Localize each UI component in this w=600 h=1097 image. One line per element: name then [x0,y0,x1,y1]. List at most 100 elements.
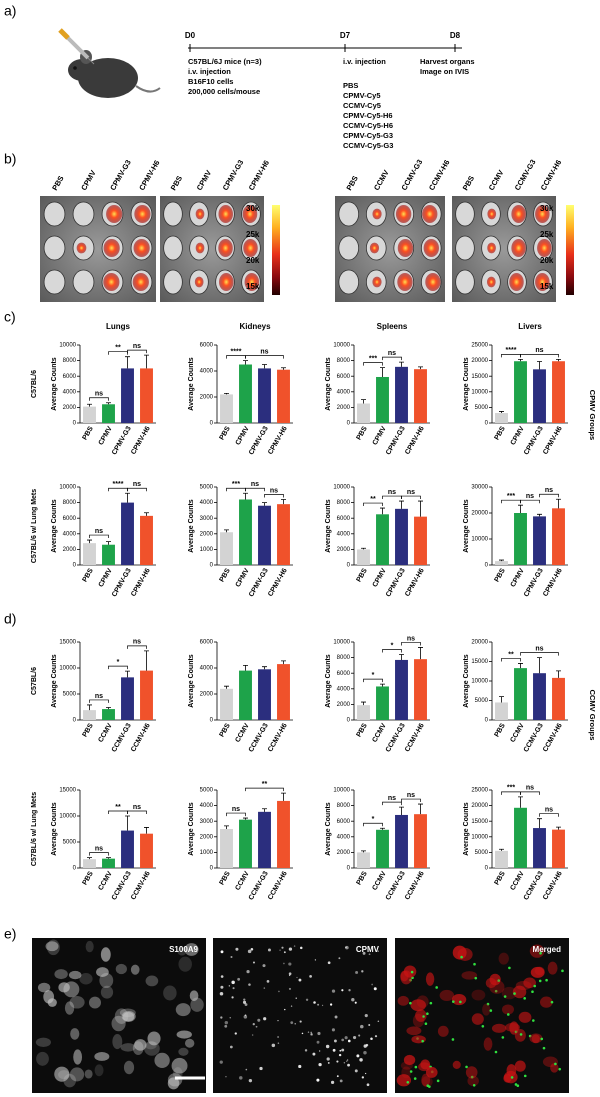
x-tick-label: CPMV-H6 [130,567,152,598]
cell-signal [421,1076,433,1088]
cell-signal [467,1075,479,1087]
x-tick-label: CPMV-H6 [404,425,426,456]
particle-signal [246,970,250,974]
cell-signal [68,970,82,980]
particle-signal [365,1043,369,1047]
error-bar [518,504,523,513]
colorbar-label: 30k [540,204,554,213]
significance-label: * [372,672,375,679]
particle-signal [558,1067,562,1071]
particle-signal [481,1025,485,1028]
bar [376,376,389,423]
group-text: PBS [343,81,358,90]
cell-signal [518,1011,532,1023]
colorbar [566,205,574,295]
error-bar [556,358,561,362]
particle-signal [321,1004,324,1007]
bar [140,368,153,423]
signal [133,239,150,257]
x-tick-label: CPMV [98,567,114,588]
particle-signal [307,1031,310,1033]
y-tick-label: 10000 [59,343,76,349]
cell-signal [506,1064,517,1077]
error-bar [380,507,385,515]
bar [495,702,508,720]
y-tick-label: 15000 [59,640,76,646]
significance-label: ns [535,347,543,354]
bar [514,513,527,565]
x-tick-label: PBS [82,567,95,583]
x-tick-label: CPMV-H6 [542,425,564,456]
particle-signal [528,1034,532,1038]
y-tick-label: 0 [347,866,351,872]
y-tick-label: 6000 [200,343,214,349]
significance-label: ns [95,693,103,700]
image-column-label: CPMV-G3 [221,158,246,192]
y-tick-label: 0 [347,421,351,427]
particle-signal [409,1001,412,1005]
error-bar [399,500,404,509]
cell-signal [36,1051,49,1066]
micrograph-label: S100A9 [169,945,198,954]
significance-label: *** [507,493,515,500]
particle-signal [348,989,351,992]
y-tick-label: 2000 [337,547,351,553]
image-column-label: CPMV-G3 [108,158,133,192]
significance-bracket [127,349,147,354]
y-tick-label: 10000 [333,788,350,794]
cell-signal [465,1066,478,1079]
particle-signal [510,1076,514,1079]
bar [277,504,290,565]
bar [121,502,134,565]
group-text: CCMV-Cy5-H6 [343,121,393,130]
cell-signal [403,1054,416,1066]
cell-signal [54,969,68,980]
cell-signal [58,982,70,993]
colorbar [272,205,280,295]
bar [277,800,290,868]
particle-signal [247,949,252,954]
signal [369,242,380,254]
particle-signal [266,980,270,983]
y-tick-label: 5000 [63,840,77,846]
particle-signal [368,1024,371,1026]
error-bar [380,827,385,830]
particle-signal [252,961,255,964]
particle-signal [219,991,224,996]
particle-signal [343,1062,346,1064]
cell-signal [512,985,527,999]
y-tick-label: 2000 [200,834,214,840]
colorbar-label: 20k [246,256,260,265]
cell-signal [63,981,80,998]
x-tick-label: CCMV [234,722,251,744]
error-bar [418,500,423,517]
cell-signal [542,1056,558,1068]
image-column-label: CPMV [79,169,98,192]
particle-signal [317,1031,321,1036]
y-tick-label: 4000 [63,531,77,537]
cell-signal [120,1043,136,1052]
error-bar [125,670,130,678]
significance-bracket [520,791,540,795]
error-bar [125,356,130,369]
cell-signal [483,1037,493,1051]
significance-bracket [127,810,147,814]
organ [455,269,475,295]
cell-signal [100,947,111,962]
error-bar [499,848,504,851]
y-tick-label: 6000 [337,819,351,825]
bar [220,688,233,720]
particle-signal [288,947,293,951]
particle-signal [316,1040,320,1044]
y-tick-label: 5000 [475,405,489,411]
image-column-label: PBS [169,174,185,192]
micrograph [213,938,387,1093]
y-tick-label: 0 [73,421,77,427]
row-label: C57BL/6 [31,667,38,695]
signal [535,273,550,291]
particle-signal [325,1044,330,1049]
significance-bracket [363,678,383,683]
x-tick-label: CCMV [371,722,388,744]
y-axis-label: Average Counts [463,499,470,553]
